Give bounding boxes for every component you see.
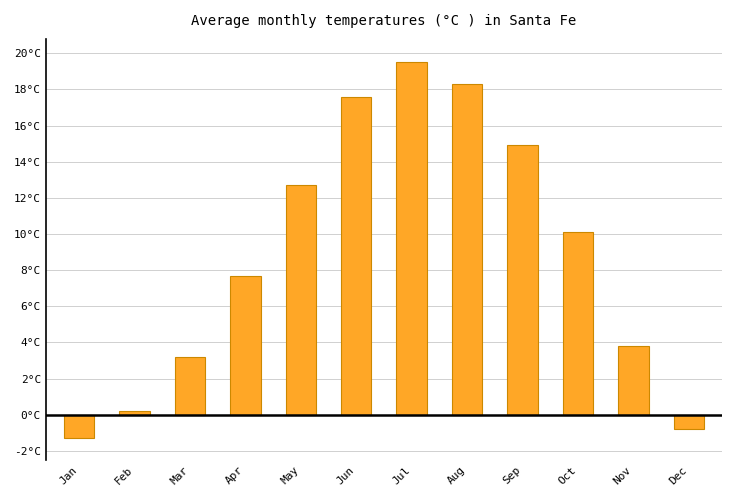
Bar xyxy=(230,276,261,414)
Bar xyxy=(119,411,149,414)
Bar xyxy=(618,346,648,414)
Bar xyxy=(397,62,427,414)
Bar xyxy=(64,414,94,438)
Bar xyxy=(341,96,372,414)
Bar xyxy=(174,357,205,414)
Bar xyxy=(563,232,593,414)
Bar xyxy=(507,146,538,414)
Bar xyxy=(673,414,704,429)
Bar xyxy=(452,84,482,414)
Title: Average monthly temperatures (°C ) in Santa Fe: Average monthly temperatures (°C ) in Sa… xyxy=(191,14,576,28)
Bar xyxy=(286,185,316,414)
